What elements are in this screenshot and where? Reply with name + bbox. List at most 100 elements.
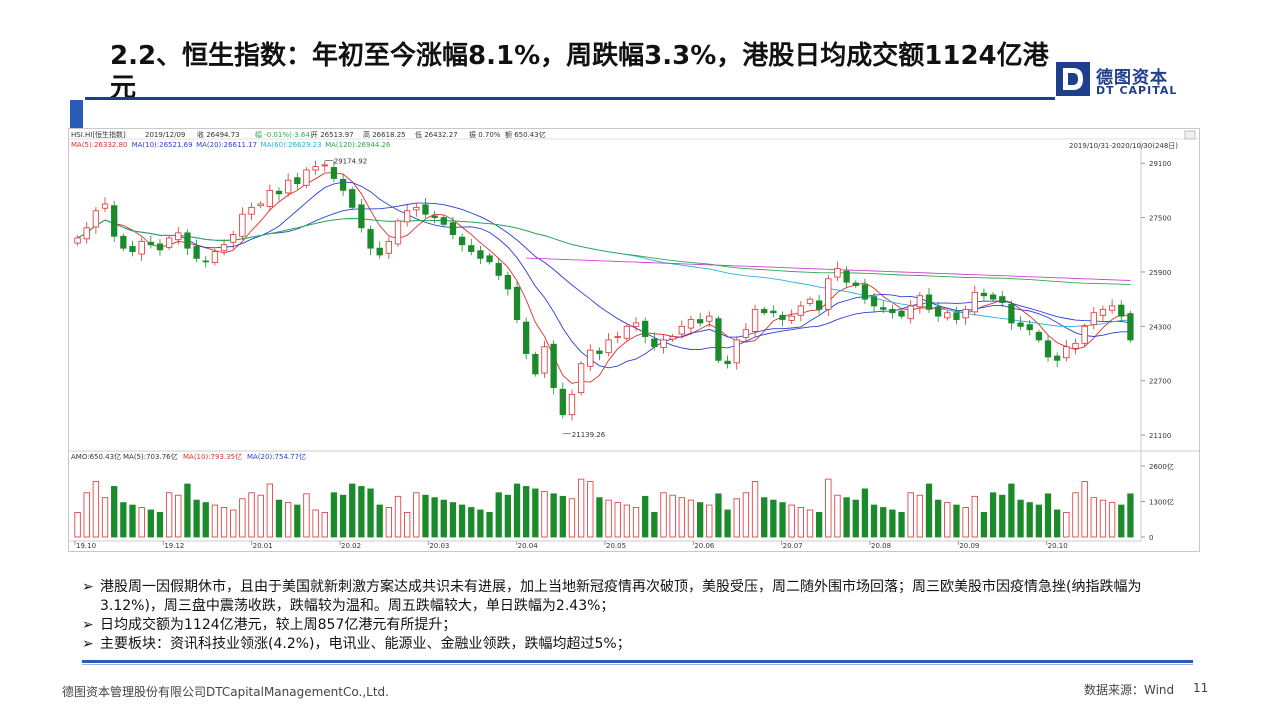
x-tick-label: 20.09 — [959, 542, 979, 550]
ma-legend-item: MA(20):26611.17 — [196, 141, 257, 149]
volume-bar — [129, 504, 136, 538]
volume-bar — [1118, 504, 1125, 538]
hsi-kline-chart: 29100 27500 25900 24300 22700 21100 2600亿 1300亿… — [68, 128, 1200, 552]
candle-body — [541, 346, 548, 374]
candle-body — [678, 325, 685, 335]
volume-bar — [742, 492, 750, 538]
candle-body — [742, 329, 750, 338]
candle-body — [1099, 308, 1107, 316]
candle-body — [504, 274, 512, 290]
candle-body — [587, 349, 594, 367]
candle-body — [577, 363, 585, 394]
candle-body — [248, 206, 255, 215]
volume-bar — [449, 502, 457, 538]
volume-bar — [404, 512, 411, 538]
candle-body — [239, 213, 246, 237]
x-tick-label: 19.12 — [164, 542, 184, 550]
volume-tick-label: 2600亿 — [1149, 462, 1174, 471]
volume-bar — [468, 507, 475, 538]
volume-bar — [916, 494, 923, 538]
volume-bar — [1063, 512, 1070, 538]
volume-bar — [1008, 483, 1015, 538]
candle-body — [431, 215, 438, 218]
volume-bar — [614, 502, 621, 538]
ma-legend-item: MA(5):26332.80 — [71, 141, 128, 149]
x-tick-label: 20.02 — [341, 542, 361, 550]
x-tick-label: 20.06 — [694, 542, 715, 550]
candle-body — [1008, 303, 1015, 324]
candle-body — [1108, 305, 1116, 311]
volume-bar — [202, 502, 209, 538]
volume-bar — [733, 498, 740, 538]
x-tick-label: 20.07 — [783, 542, 803, 550]
volume-bar — [486, 512, 493, 538]
candle-body — [193, 246, 200, 259]
x-tick-label: 19.10 — [76, 542, 96, 550]
logo-chinese-text: 德图资本 — [1096, 68, 1168, 88]
volume-legend-item: MA(20):754.77亿 — [247, 452, 306, 461]
volume-bar — [632, 507, 640, 538]
candle-body — [568, 393, 576, 416]
candle-body — [935, 306, 942, 317]
candle-body — [870, 296, 878, 307]
volume-bar — [532, 488, 539, 538]
volume-bar — [550, 493, 557, 538]
price-annotation: 21139.26 — [572, 431, 606, 439]
candle-body — [266, 189, 273, 207]
chart-low: 低 26432.27 — [415, 130, 458, 139]
bullet-arrow-icon: ➢ — [82, 617, 94, 633]
volume-bar — [1026, 502, 1033, 538]
candle-body — [358, 204, 365, 229]
candle-body — [449, 222, 457, 235]
bullet-item: ➢ 日均成交额为1124亿港元，较上周857亿港元有所提升； — [82, 616, 1162, 635]
candle-body — [852, 282, 859, 286]
footer-company: 德图资本管理股份有限公司DTCapitalManagementCo.,Ltd. — [62, 685, 389, 699]
volume-bar — [770, 499, 777, 538]
candle-body — [916, 295, 923, 308]
candle-body — [1054, 355, 1061, 361]
volume-bar — [1081, 481, 1088, 538]
footer-source: 数据来源：Wind — [1084, 683, 1175, 697]
volume-bar — [962, 507, 969, 538]
candle-body — [889, 308, 896, 314]
volume-bar — [1035, 504, 1043, 538]
x-tick-label: 20.10 — [1048, 542, 1068, 550]
ma-legend-item: MA(60):26629.23 — [261, 141, 322, 149]
volume-bar — [1127, 493, 1134, 538]
volume-bar — [1108, 502, 1116, 538]
x-tick-label: 20.08 — [871, 542, 891, 550]
x-tick-label: 20.01 — [253, 542, 273, 550]
volume-bar — [1044, 493, 1052, 538]
price-tick-label: 27500 — [1149, 215, 1171, 223]
bullet-arrow-icon: ➢ — [82, 636, 94, 652]
candle-body — [797, 305, 804, 316]
volume-bar — [651, 512, 658, 538]
scroll-up-icon[interactable] — [1184, 130, 1196, 140]
volume-bar — [935, 499, 942, 538]
chart-amount: 额 650.43亿 — [505, 130, 546, 139]
chart-range: 2019/10/31-2020/10/30(248日) — [1069, 142, 1178, 150]
volume-bar — [541, 490, 548, 538]
volume-bar — [275, 499, 283, 538]
volume-bar — [889, 509, 896, 538]
candle-body — [413, 206, 420, 211]
candle-body — [184, 232, 191, 249]
candle-body — [1072, 342, 1079, 349]
volume-bar — [779, 502, 786, 538]
volume-bar — [953, 504, 960, 538]
volume-bar — [523, 486, 530, 538]
candle-body — [550, 343, 557, 388]
candle-body — [111, 205, 118, 237]
ma-line-long — [526, 257, 1131, 281]
volume-bar — [330, 492, 338, 538]
candle-body — [230, 234, 237, 243]
candle-body — [1118, 304, 1125, 317]
candle-body — [660, 339, 667, 348]
candle-body — [944, 312, 951, 319]
price-tick-label: 22700 — [1149, 378, 1171, 386]
candle-body — [962, 308, 969, 319]
candle-body — [275, 190, 283, 195]
volume-bar — [266, 483, 273, 538]
candle-body — [605, 339, 612, 354]
candle-body — [1026, 324, 1033, 331]
